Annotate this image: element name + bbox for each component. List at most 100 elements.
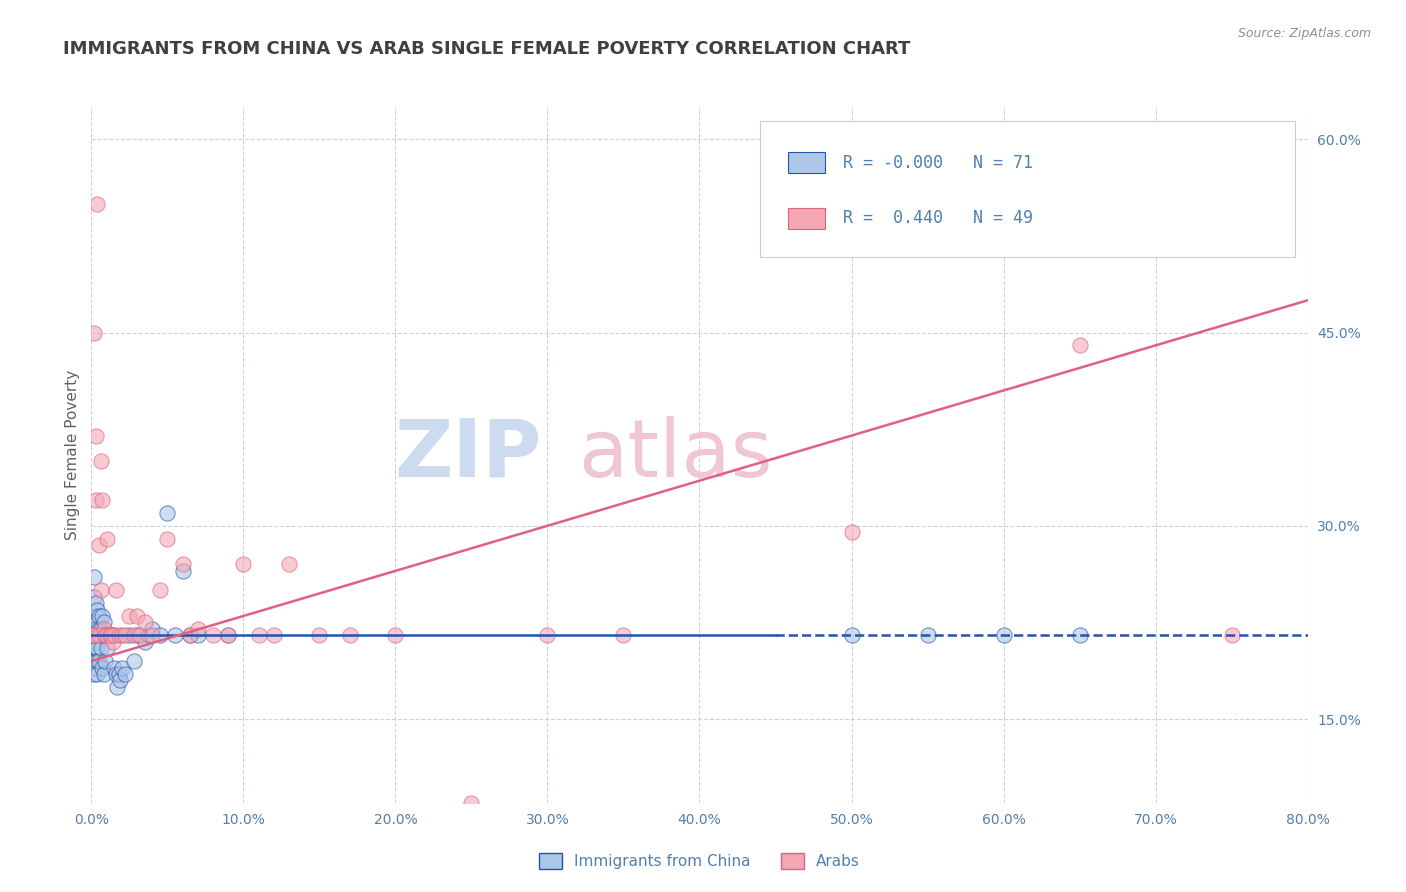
Point <box>93 667 115 681</box>
Point <box>89 641 111 656</box>
Point <box>93 628 115 642</box>
Point <box>93 622 115 636</box>
Point <box>86 667 108 681</box>
Point <box>163 628 186 642</box>
Point <box>96 641 118 656</box>
Point <box>89 583 111 598</box>
Text: ZIP: ZIP <box>394 416 541 494</box>
Point <box>94 628 117 642</box>
Point <box>107 628 129 642</box>
Point <box>125 609 148 624</box>
Point <box>83 628 105 642</box>
Point <box>118 609 141 624</box>
Point <box>103 660 125 674</box>
Point <box>917 628 939 642</box>
Point <box>1069 338 1091 352</box>
Point <box>149 628 172 642</box>
Point <box>86 196 108 211</box>
Point <box>84 428 107 442</box>
Point <box>86 628 108 642</box>
Point <box>84 628 107 642</box>
Point <box>84 654 107 668</box>
Point <box>141 622 163 636</box>
Point <box>232 558 254 572</box>
Point <box>118 628 141 642</box>
Point <box>82 628 104 642</box>
Bar <box>789 153 825 173</box>
Point <box>141 628 163 642</box>
Point <box>101 634 124 648</box>
Point <box>87 622 110 636</box>
Point <box>156 506 179 520</box>
Point <box>104 583 127 598</box>
Point <box>138 628 160 642</box>
Point <box>84 641 107 656</box>
Point <box>87 654 110 668</box>
Point <box>217 628 239 642</box>
Point <box>82 628 104 642</box>
Point <box>82 628 104 642</box>
Point <box>83 622 105 636</box>
Point <box>114 667 136 681</box>
Point <box>84 622 107 636</box>
Text: atlas: atlas <box>578 416 772 494</box>
Point <box>187 622 209 636</box>
Point <box>612 628 634 642</box>
Bar <box>789 208 825 229</box>
Point <box>134 634 156 648</box>
Point <box>89 454 111 468</box>
Point <box>110 673 132 688</box>
Point <box>101 628 124 642</box>
Point <box>86 615 108 630</box>
Point <box>172 564 194 578</box>
Y-axis label: Single Female Poverty: Single Female Poverty <box>65 370 80 540</box>
Point <box>1069 628 1091 642</box>
Point <box>83 615 105 630</box>
Point <box>179 628 201 642</box>
Point <box>187 628 209 642</box>
Point <box>103 628 125 642</box>
Point <box>91 493 114 508</box>
Point <box>104 667 127 681</box>
Point <box>179 628 201 642</box>
Point <box>83 641 105 656</box>
Point <box>263 628 285 642</box>
Point <box>98 628 121 642</box>
Point <box>87 628 110 642</box>
Point <box>94 628 117 642</box>
Point <box>1220 628 1243 642</box>
Point <box>129 628 152 642</box>
Point <box>96 628 118 642</box>
Point <box>841 525 863 540</box>
Point <box>217 628 239 642</box>
Point <box>149 583 172 598</box>
Point <box>82 628 104 642</box>
Point <box>86 602 108 616</box>
Point <box>83 667 105 681</box>
Point <box>247 628 270 642</box>
Point <box>100 628 122 642</box>
Point <box>172 558 194 572</box>
Point <box>93 615 115 630</box>
Point <box>841 628 863 642</box>
Point <box>96 628 118 642</box>
Point <box>202 628 225 642</box>
Point <box>122 654 145 668</box>
Point <box>107 667 129 681</box>
Legend: Immigrants from China, Arabs: Immigrants from China, Arabs <box>533 847 866 875</box>
Point <box>82 634 104 648</box>
Point <box>536 628 558 642</box>
Point <box>96 532 118 546</box>
Text: R = -0.000   N = 71: R = -0.000 N = 71 <box>844 153 1033 171</box>
Point <box>87 628 110 642</box>
Point <box>105 680 128 694</box>
Point <box>100 628 122 642</box>
Point <box>122 628 145 642</box>
Point <box>278 558 301 572</box>
Point <box>83 570 105 584</box>
Point <box>308 628 330 642</box>
FancyBboxPatch shape <box>761 121 1295 257</box>
Point <box>87 609 110 624</box>
Point <box>98 628 121 642</box>
Point <box>134 615 156 630</box>
